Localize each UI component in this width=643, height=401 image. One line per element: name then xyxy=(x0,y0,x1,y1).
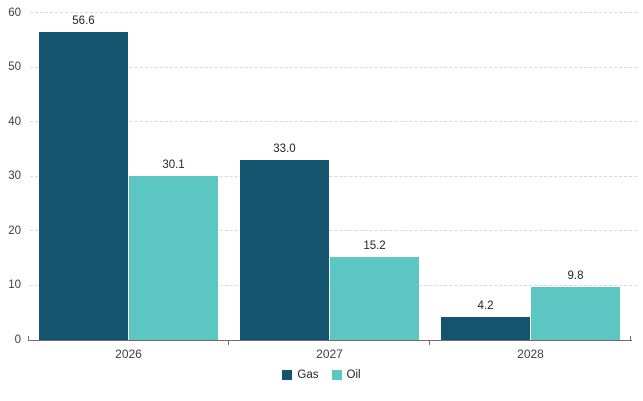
y-tick-label: 60 xyxy=(8,6,21,19)
x-axis-labels: 2026 2027 2028 xyxy=(28,347,631,361)
value-label: 33.0 xyxy=(273,143,296,156)
legend: Gas Oil xyxy=(0,369,643,381)
value-label: 15.2 xyxy=(363,240,386,253)
gridline-20 xyxy=(30,230,637,231)
category-group-2028: 4.2 9.8 xyxy=(430,13,631,340)
bar-column-gas-2027: 33.0 xyxy=(239,13,329,340)
y-tick-label: 10 xyxy=(8,279,21,291)
legend-label: Oil xyxy=(346,369,361,381)
x-axis-line xyxy=(28,340,632,341)
y-tick-label: 20 xyxy=(8,224,21,237)
bar-oil-2026[interactable] xyxy=(129,175,219,340)
bar-gas-2027[interactable] xyxy=(239,160,329,340)
x-axis-endcap xyxy=(630,336,631,340)
bar-column-oil-2027: 15.2 xyxy=(330,13,420,340)
bar-groups: 56.6 30.1 33.0 15.2 4.2 9.8 xyxy=(28,13,631,340)
value-label: 9.8 xyxy=(567,269,584,282)
category-group-2026: 56.6 30.1 xyxy=(28,13,229,340)
x-axis-tick xyxy=(429,340,431,345)
gridline-60 xyxy=(30,12,637,13)
bar-gas-2026[interactable] xyxy=(38,31,128,340)
x-tick-label-2026: 2026 xyxy=(115,347,142,361)
y-tick-label: 50 xyxy=(8,61,21,73)
y-tick-label: 0 xyxy=(14,333,21,346)
bar-column-gas-2028: 4.2 xyxy=(440,13,530,340)
legend-label: Gas xyxy=(297,369,319,381)
category-group-2027: 33.0 15.2 xyxy=(229,13,430,340)
y-tick-label: 30 xyxy=(8,170,21,182)
x-tick-label-2028: 2028 xyxy=(517,347,544,361)
bar-oil-2027[interactable] xyxy=(330,257,420,340)
legend-item-gas[interactable]: Gas xyxy=(282,369,319,381)
legend-swatch-gas xyxy=(282,370,293,380)
value-label: 56.6 xyxy=(72,14,95,27)
bar-gas-2028[interactable] xyxy=(440,317,530,340)
bar-column-oil-2028: 9.8 xyxy=(531,13,621,340)
bar-column-gas-2026: 56.6 xyxy=(38,13,128,340)
legend-item-oil[interactable]: Oil xyxy=(331,369,361,381)
y-tick-label: 40 xyxy=(8,115,21,128)
value-label: 30.1 xyxy=(162,158,185,171)
x-axis-tick xyxy=(228,340,230,345)
value-label: 4.2 xyxy=(477,300,494,313)
x-tick-label-2027: 2027 xyxy=(316,347,343,361)
gridline-40 xyxy=(30,121,637,122)
legend-swatch-oil xyxy=(331,370,342,380)
plot-area: 56.6 30.1 33.0 15.2 4.2 9.8 xyxy=(28,12,637,345)
gridline-50 xyxy=(30,66,637,68)
x-axis-endcap xyxy=(28,336,29,340)
gridline-30 xyxy=(30,175,637,177)
bar-column-oil-2026: 30.1 xyxy=(129,13,219,340)
bar-oil-2028[interactable] xyxy=(531,286,621,340)
